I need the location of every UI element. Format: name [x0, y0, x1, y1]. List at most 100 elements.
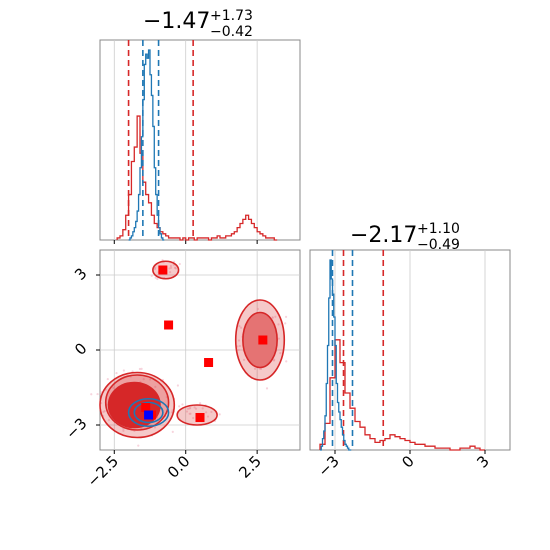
sample-dot	[122, 369, 125, 372]
histogram-marks	[319, 250, 485, 451]
sample-dot	[107, 419, 111, 422]
sample-dot	[284, 315, 288, 319]
y-tick-labels: 3 0 −3	[62, 264, 100, 443]
contour-blue	[127, 397, 170, 428]
histogram-series	[319, 339, 485, 451]
sample-dot	[170, 411, 173, 414]
title-value: −1.47	[143, 9, 210, 34]
sample-dot	[178, 405, 181, 408]
sample-dot	[188, 407, 191, 410]
panel-frame	[99, 39, 301, 241]
sample-dot	[236, 345, 239, 348]
sample-dot	[194, 407, 198, 410]
x-tick-label: 3	[473, 452, 492, 471]
x-tick-labels: −2.5 0.0 2.5	[84, 450, 265, 491]
sample-dot	[181, 403, 184, 406]
sample-dot	[239, 326, 243, 329]
sample-dot	[122, 429, 125, 432]
sample-dot	[271, 316, 274, 319]
sample-dot	[238, 344, 241, 348]
sample-dot	[277, 323, 280, 326]
sample-dot	[156, 277, 159, 281]
sample-dot	[142, 378, 145, 381]
sample-dot	[150, 274, 153, 277]
marker-red	[164, 320, 174, 330]
sample-dot	[112, 386, 115, 389]
joint-panel: 3 0 −3 −2.5 0.0 2.5	[62, 249, 301, 491]
sample-dot	[115, 372, 118, 375]
sample-dot	[242, 358, 246, 361]
sample-dot	[171, 430, 174, 433]
x-tick-label: 0	[398, 452, 417, 471]
sample-dot	[168, 271, 172, 274]
x-tick-label: 2.5	[235, 452, 265, 482]
contour-red	[107, 381, 161, 429]
marker-red	[258, 335, 268, 345]
sample-dot	[99, 391, 103, 394]
x-tick-label: 0.0	[164, 452, 194, 482]
sample-dot	[210, 410, 213, 414]
sample-dot	[192, 416, 195, 420]
panel-title-param2: −2.17 +1.10 −0.49	[350, 221, 460, 253]
marker-red	[158, 265, 168, 275]
sample-dot	[238, 325, 241, 328]
sample-dot	[178, 262, 181, 266]
sample-dot	[205, 411, 208, 414]
sample-dot	[284, 322, 287, 325]
histogram-series	[116, 115, 278, 241]
sample-dot	[193, 406, 196, 409]
sample-dot	[96, 392, 99, 396]
sample-dot	[154, 276, 157, 279]
histogram-series	[320, 259, 352, 451]
sample-dot	[218, 413, 221, 416]
sample-dot	[273, 358, 276, 361]
sample-dot	[185, 410, 189, 413]
title-minus: −0.42	[210, 24, 253, 40]
sample-dot	[237, 339, 241, 342]
marker-blue	[144, 410, 154, 420]
sample-dot	[149, 378, 152, 381]
marker-red	[141, 403, 151, 412]
marker-red	[195, 413, 205, 422]
y-tick-label: 0	[71, 339, 90, 358]
sample-dot	[285, 360, 288, 363]
contour-blue	[133, 401, 164, 424]
marginal-panel-param2: −2.17 +1.10 −0.49	[309, 221, 511, 451]
sample-dot	[253, 367, 257, 370]
sample-dot	[90, 393, 93, 396]
sample-dot	[189, 412, 192, 415]
y-tick-label: 3	[71, 264, 90, 283]
histogram-marks	[116, 40, 278, 241]
title-plus: +1.10	[417, 221, 460, 237]
sample-dot	[206, 415, 210, 418]
sample-dot	[265, 387, 269, 390]
sample-dot	[138, 367, 141, 371]
markers	[141, 265, 268, 422]
sample-dot	[174, 266, 177, 269]
sample-dot	[102, 410, 105, 414]
sample-dot	[169, 264, 173, 268]
sample-dot	[153, 267, 157, 271]
sample-dot	[256, 307, 259, 311]
panel-title-param1: −1.47 +1.73 −0.42	[143, 8, 253, 40]
sample-dot	[274, 315, 277, 318]
sample-dot	[277, 337, 281, 340]
title-minus: −0.49	[417, 237, 460, 253]
sample-dot	[140, 367, 143, 370]
sample-dot	[201, 407, 204, 410]
marginal-panel-param1: −1.47 +1.73 −0.42	[99, 8, 301, 244]
title-plus: +1.73	[210, 8, 253, 24]
marker-red	[204, 358, 214, 367]
title-value: −2.17	[350, 223, 417, 248]
sample-dot	[169, 266, 173, 269]
sample-dot	[106, 377, 109, 381]
sample-dot	[154, 385, 157, 388]
grid	[113, 40, 258, 244]
sample-dot	[153, 426, 157, 429]
sample-dot	[176, 384, 180, 387]
marginal-panel-param2-xaxis: −3 0 3	[314, 450, 493, 480]
sample-dot	[279, 352, 282, 355]
y-tick-label: −3	[62, 414, 90, 442]
sample-dot	[237, 348, 240, 352]
